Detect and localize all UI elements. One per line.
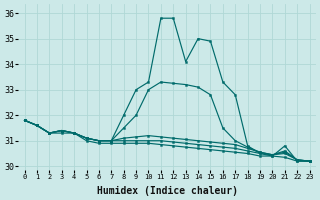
X-axis label: Humidex (Indice chaleur): Humidex (Indice chaleur): [97, 186, 237, 196]
